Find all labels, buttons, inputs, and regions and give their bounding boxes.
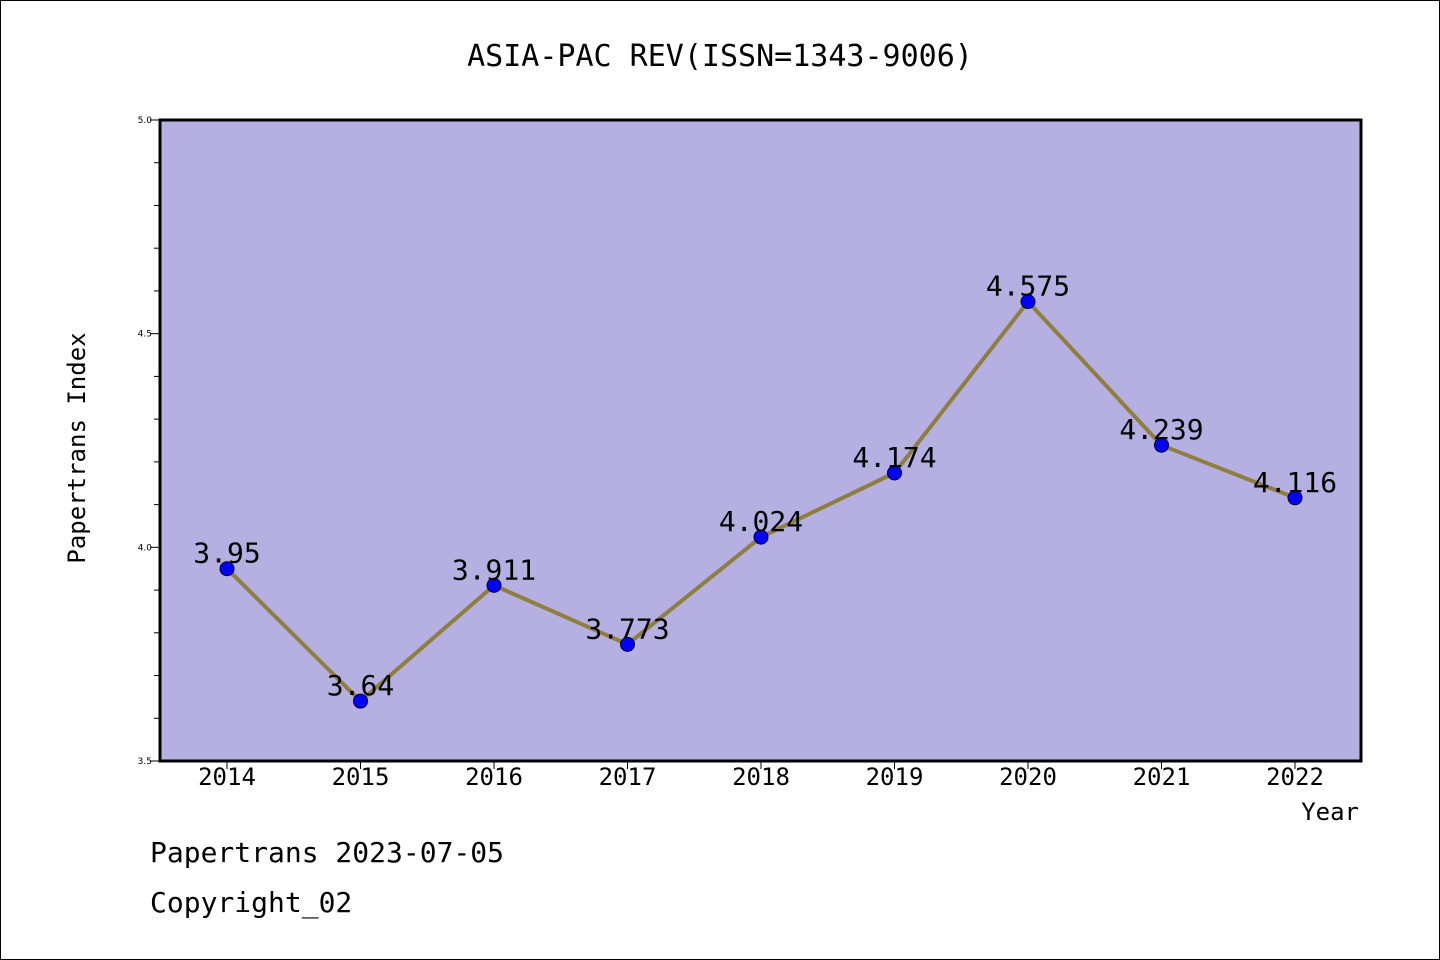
y-tick-label: 4.5 [138, 330, 152, 340]
data-point [1287, 490, 1303, 506]
data-labels: 3.95 3.64 3.911 3.773 4.024 4.174 4.575 4.239 4.… [193, 270, 1337, 703]
data-label: 3.64 [327, 669, 394, 702]
series-markers [219, 294, 1303, 709]
data-label: 3.95 [193, 537, 260, 570]
y-tick-label: 5.0 [138, 116, 153, 126]
data-point [486, 577, 502, 593]
data-label: 4.575 [986, 270, 1070, 303]
x-tick-label: 2022 [1266, 763, 1324, 791]
x-tick-label: 2020 [999, 763, 1057, 791]
y-tick-label: 4.0 [138, 543, 153, 553]
data-point [219, 561, 235, 577]
x-tick-label: 2015 [332, 763, 390, 791]
x-tick-label: 2016 [465, 763, 523, 791]
data-label: 4.174 [852, 441, 936, 474]
data-label: 4.024 [719, 505, 803, 538]
x-tick-label: 2014 [198, 763, 256, 791]
data-point [887, 465, 902, 481]
data-label: 3.911 [452, 553, 536, 586]
x-tick-label: 2019 [866, 763, 924, 791]
data-point [1154, 437, 1169, 453]
data-label: 4.116 [1253, 466, 1337, 499]
x-axis-label: Year [1301, 798, 1359, 826]
data-point [620, 636, 635, 652]
x-tick-label: 2021 [1133, 763, 1191, 791]
y-axis-label: Papertrans Index [63, 332, 91, 563]
data-label: 3.773 [585, 612, 669, 645]
data-label: 4.239 [1119, 413, 1203, 446]
y-tick-label: 3.5 [138, 757, 152, 767]
data-point [353, 693, 368, 709]
footer-date: Papertrans 2023-07-05 [150, 836, 505, 869]
footer-copyright: Copyright_02 [150, 886, 353, 919]
data-point [1020, 294, 1036, 310]
x-axis: 2014 2015 2016 2017 2018 2019 2020 2021 2022 [198, 761, 1324, 791]
chart-title: ASIA-PAC REV(ISSN=1343-9006) [467, 39, 973, 74]
x-tick-label: 2017 [599, 763, 657, 791]
data-point [753, 529, 769, 545]
x-tick-label: 2018 [732, 763, 790, 791]
y-axis: 3.5 4.0 4.5 5.0 [138, 116, 160, 767]
